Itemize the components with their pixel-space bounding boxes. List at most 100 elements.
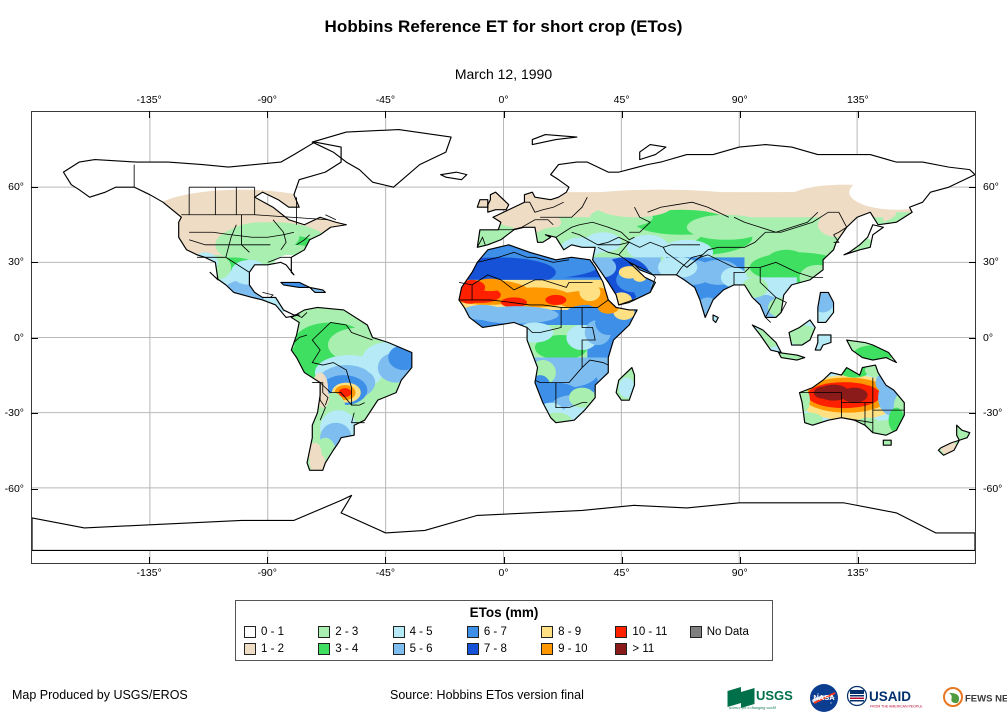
etos-class-blob xyxy=(849,174,944,210)
legend-item[interactable]: 5 - 6 xyxy=(392,640,467,657)
etos-class-blob xyxy=(568,387,596,408)
x-tick-label: 90° xyxy=(731,567,748,579)
x-tick-mark xyxy=(621,557,623,564)
svg-text:NASA: NASA xyxy=(813,693,835,702)
coastline xyxy=(937,439,960,456)
country-border xyxy=(262,292,274,298)
land-base-class xyxy=(639,144,666,160)
y-tick-mark xyxy=(969,262,976,263)
coastline xyxy=(32,494,975,552)
map-plot-area[interactable] xyxy=(31,111,976,564)
coastline xyxy=(798,364,905,436)
etos-class-blob xyxy=(545,294,567,305)
x-tick-label: -135° xyxy=(136,567,162,579)
legend-label: 8 - 9 xyxy=(558,625,582,638)
country-border xyxy=(325,214,337,221)
country-border xyxy=(311,322,373,388)
x-tick-mark xyxy=(385,111,387,118)
coastline xyxy=(311,128,452,188)
world-etos-raster-map xyxy=(32,112,975,563)
legend-swatch xyxy=(318,625,331,638)
y-tick-mark xyxy=(31,488,38,490)
x-tick-mark xyxy=(739,111,741,118)
etos-class-blob xyxy=(686,214,766,240)
country-border xyxy=(534,379,541,383)
legend-item[interactable]: 9 - 10 xyxy=(541,640,615,657)
coastline xyxy=(843,224,884,256)
legend-label: 0 - 1 xyxy=(261,625,285,638)
landmass-fill xyxy=(458,244,638,423)
legend-swatch xyxy=(466,642,479,655)
country-border xyxy=(733,211,819,233)
landmass-fill xyxy=(616,367,635,401)
x-tick-label: -135° xyxy=(136,94,162,106)
logo-bar: USGS science for a changing world NASA U… xyxy=(726,681,1007,715)
etos-class-blob xyxy=(618,377,635,398)
country-border xyxy=(540,307,596,384)
country-border xyxy=(225,224,237,258)
etos-class-blob xyxy=(765,249,808,275)
etos-class-blob xyxy=(280,282,308,288)
x-tick-label: 90° xyxy=(731,94,748,106)
x-tick-label: 135° xyxy=(847,567,869,579)
legend-item[interactable]: 3 - 4 xyxy=(318,640,392,657)
etos-class-blob xyxy=(579,283,601,302)
etos-class-blob xyxy=(388,345,412,371)
country-border xyxy=(764,297,777,323)
x-tick-mark xyxy=(857,111,859,118)
country-border xyxy=(581,359,609,368)
coastline xyxy=(476,144,975,319)
country-border xyxy=(476,236,486,248)
country-border xyxy=(471,274,593,300)
country-border xyxy=(524,201,564,213)
legend-label: 6 - 7 xyxy=(483,625,507,638)
y-tick-label: 0° xyxy=(13,331,24,344)
legend-item[interactable]: 4 - 5 xyxy=(392,623,467,640)
x-tick-mark xyxy=(149,111,151,118)
coastline xyxy=(956,424,971,441)
legend-item[interactable]: > 11 xyxy=(615,640,689,657)
legend-item[interactable]: No Data xyxy=(689,623,764,640)
legend-item[interactable]: 2 - 3 xyxy=(318,623,392,640)
coastline xyxy=(814,334,832,351)
legend-item[interactable]: 10 - 11 xyxy=(615,623,689,640)
x-tick-label: 45° xyxy=(613,94,630,106)
landmass-fill xyxy=(487,192,509,213)
country-border xyxy=(181,214,329,221)
y-tick-label: -30° xyxy=(983,407,1003,419)
etos-class-blob xyxy=(338,388,352,398)
etos-class-blob xyxy=(799,387,810,413)
land-base-class xyxy=(815,334,831,351)
legend-swatch xyxy=(392,642,405,655)
legend-item[interactable]: 1 - 2 xyxy=(244,640,318,657)
y-tick-mark xyxy=(969,413,976,414)
coastline xyxy=(639,144,667,161)
legend-items: 0 - 1 2 - 3 4 - 5 6 - 7 8 - 9 10 - 11 No Data 1… xyxy=(236,623,772,657)
legend-swatch xyxy=(244,625,256,638)
legend-item[interactable]: 8 - 9 xyxy=(541,623,615,640)
country-border xyxy=(351,412,365,424)
y-tick-mark xyxy=(31,186,38,188)
y-tick-mark xyxy=(31,262,38,263)
etos-class-blob xyxy=(308,442,322,463)
coastlines-and-borders xyxy=(32,128,975,552)
legend-item[interactable]: 0 - 1 xyxy=(244,623,318,640)
landmass-fill xyxy=(32,495,975,551)
legend-item[interactable]: 6 - 7 xyxy=(466,623,541,640)
y-tick-mark xyxy=(969,488,976,490)
x-tick-label: 0° xyxy=(498,94,509,106)
x-tick-mark xyxy=(621,111,623,118)
x-tick-mark xyxy=(149,557,151,564)
legend-label: No Data xyxy=(706,625,749,638)
x-tick-label: -90° xyxy=(257,94,277,106)
x-tick-label: -45° xyxy=(375,567,396,579)
legend-label: 3 - 4 xyxy=(335,642,359,655)
x-tick-label: 0° xyxy=(498,567,509,579)
x-tick-mark xyxy=(739,557,741,564)
country-border xyxy=(189,239,206,246)
country-border xyxy=(647,201,729,218)
country-border xyxy=(676,254,703,276)
x-tick-label: -90° xyxy=(257,567,277,579)
coastline xyxy=(440,171,468,181)
legend-item[interactable]: 7 - 8 xyxy=(466,640,541,657)
